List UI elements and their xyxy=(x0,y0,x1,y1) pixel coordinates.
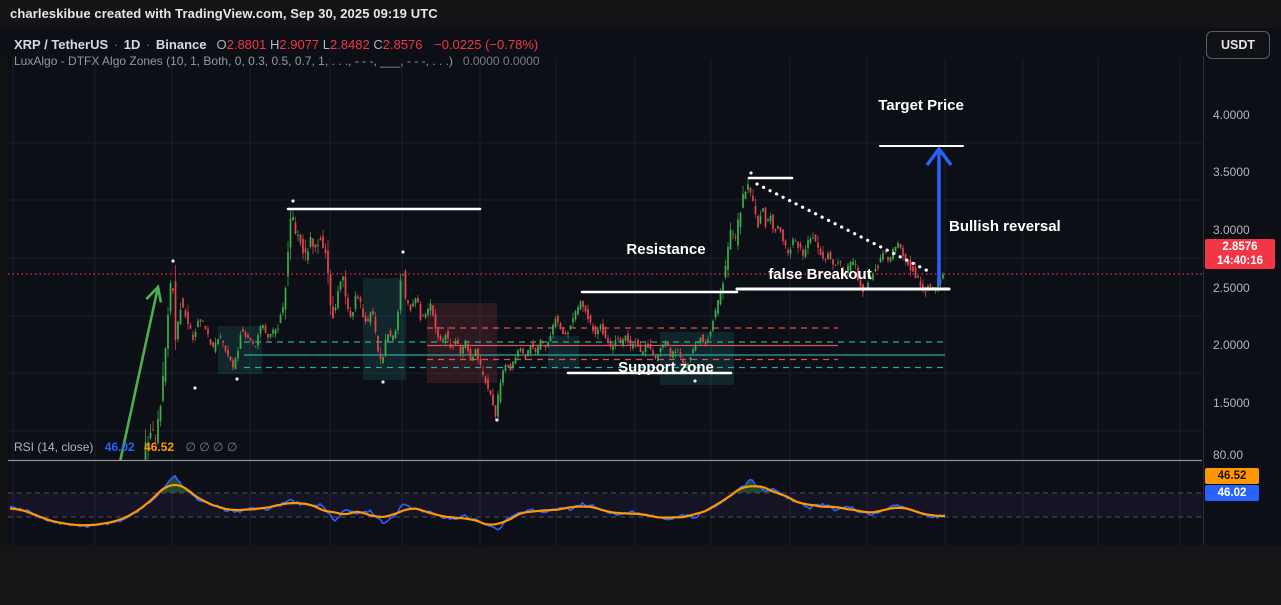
price-tick-label: 4.0000 xyxy=(1213,108,1250,122)
last-price-value: 2.8576 xyxy=(1222,241,1258,253)
change-value: −0.0225 (−0.78%) xyxy=(434,37,539,52)
annotation-support-zone: Support zone xyxy=(618,359,714,376)
rsi-ma-badge: 46.52 xyxy=(1205,468,1259,484)
rsi-title[interactable]: RSI (14, close) xyxy=(14,440,94,454)
indicator-values: 0.0000 0.0000 xyxy=(462,54,540,68)
indicator-header[interactable]: LuxAlgo - DTFX Algo Zones (10, 1, Both, … xyxy=(14,54,540,68)
price-tick-label: 2.0000 xyxy=(1213,338,1250,352)
ohlc-key: L xyxy=(322,37,330,52)
rsi-value-badge: 46.02 xyxy=(1205,485,1259,501)
watermark-text: charleskibue created with TradingView.co… xyxy=(10,6,438,21)
rsi-value-orange: 46.52 xyxy=(144,440,175,454)
symbol-header[interactable]: XRP / TetherUS · 1D · Binance O2.8801 H2.… xyxy=(14,37,538,52)
interval-label[interactable]: 1D xyxy=(123,37,141,52)
countdown-timer: 14:40:16 xyxy=(1216,255,1264,268)
price-tick-label: 1.5000 xyxy=(1213,396,1250,410)
rsi-legend[interactable]: RSI (14, close) 46.02 46.52 ∅ ∅ ∅ ∅ xyxy=(14,440,237,454)
price-chart-svg[interactable] xyxy=(0,56,1281,573)
rsi-empty-values: ∅ ∅ ∅ ∅ xyxy=(185,440,238,454)
ohlc-values: O2.8801 H2.9077 L2.8482 C2.8576 xyxy=(216,37,426,52)
rsi-axis-label: 80.00 xyxy=(1213,448,1244,462)
annotation-resistance: Resistance xyxy=(626,241,706,258)
ohlc-value: 2.8801 xyxy=(226,37,270,52)
exchange-label: Binance xyxy=(155,37,207,52)
bottom-bar: TradingView xyxy=(0,545,1281,605)
ohlc-key: C xyxy=(373,37,383,52)
last-price-badge: 2.8576 14:40:16 xyxy=(1205,239,1275,269)
rsi-value-blue: 46.02 xyxy=(104,440,135,454)
ohlc-value: 2.8576 xyxy=(382,37,427,52)
ohlc-key: O xyxy=(216,37,227,52)
price-tick-label: 3.5000 xyxy=(1213,165,1250,179)
ohlc-key: H xyxy=(269,37,280,52)
annotation-bullish-reversal: Bullish reversal xyxy=(949,218,1061,235)
chart-panel xyxy=(0,28,1281,573)
header-separator: · xyxy=(110,37,122,52)
watermark-bar: charleskibue created with TradingView.co… xyxy=(0,0,1281,28)
price-tick-label: 2.5000 xyxy=(1213,281,1250,295)
annotation-target-price: Target Price xyxy=(878,97,964,114)
header-separator: · xyxy=(142,37,154,52)
currency-toggle-button[interactable]: USDT xyxy=(1206,31,1270,59)
panel-left-border xyxy=(0,56,8,573)
price-tick-label: 3.0000 xyxy=(1213,223,1250,237)
indicator-title[interactable]: LuxAlgo - DTFX Algo Zones (10, 1, Both, … xyxy=(14,54,453,68)
annotation-false-breakout: false Breakout xyxy=(768,266,872,283)
ohlc-value: 2.9077 xyxy=(279,37,323,52)
symbol-title[interactable]: XRP / TetherUS xyxy=(14,37,109,52)
ohlc-value: 2.8482 xyxy=(329,37,374,52)
